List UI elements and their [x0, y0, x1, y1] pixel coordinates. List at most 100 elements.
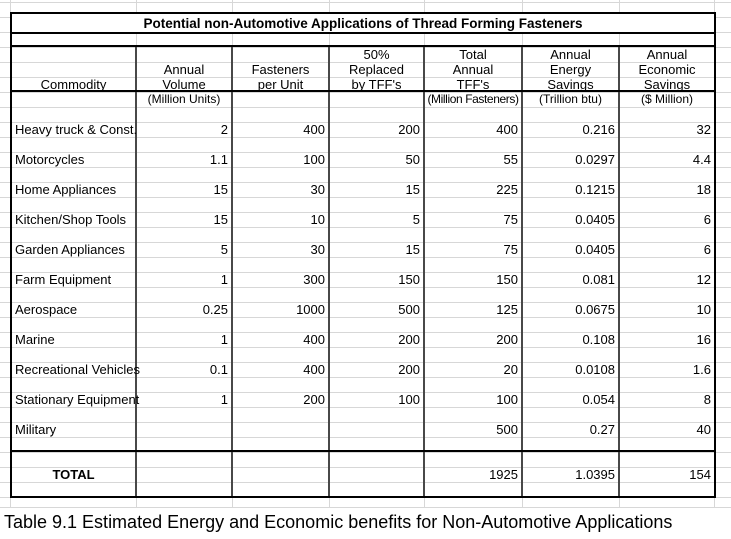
table-row: Kitchen/Shop Tools 15 10 5 75 0.0405 6 [12, 212, 714, 242]
total-economic-savings: 154 [689, 466, 711, 482]
cell-fasteners-per-unit: 400 [303, 362, 325, 377]
cell-replaced-by-tffs: 150 [398, 272, 420, 287]
table-row: Garden Appliances 5 30 15 75 0.0405 6 [12, 242, 714, 272]
cell-commodity: Aerospace [15, 302, 78, 317]
table-row: Recreational Vehicles 0.1 400 200 20 0.0… [12, 362, 714, 392]
cell-commodity: Stationary Equipment [15, 392, 140, 407]
table-row: Motorcycles 1.1 100 50 55 0.0297 4.4 [12, 152, 714, 182]
cell-replaced-by-tffs: 15 [405, 182, 420, 197]
header-economic-savings: Annual Economic Savings [638, 47, 696, 92]
total-energy-savings: 1.0395 [575, 466, 615, 482]
cell-economic-savings: 18 [696, 182, 711, 197]
cell-fasteners-per-unit: 400 [303, 332, 325, 347]
cell-annual-volume: 1 [220, 332, 228, 347]
total-fasteners-per-unit [233, 467, 328, 482]
cell-total-annual-tffs: 125 [496, 302, 518, 317]
cell-replaced-by-tffs: 50 [405, 152, 420, 167]
total-total-annual-tffs: 1925 [489, 466, 518, 482]
cell-economic-savings: 16 [696, 332, 711, 347]
units-economic-savings: ($ Million) [640, 92, 693, 106]
cell-replaced-by-tffs: 200 [398, 122, 420, 137]
units-energy-savings: (Trillion btu) [539, 92, 602, 106]
table-title-text: Potential non-Automotive Applications of… [143, 15, 583, 31]
cell-fasteners-per-unit: 1000 [296, 302, 325, 317]
header-replaced-by-tffs: 50% Replaced by TFF's [330, 47, 425, 92]
cell-economic-savings: 32 [696, 122, 711, 137]
cell-replaced-by-tffs: 500 [398, 302, 420, 317]
units-annual-volume: (Million Units) [147, 92, 221, 106]
fasteners-table: Potential non-Automotive Applications of… [10, 12, 716, 498]
cell-commodity: Marine [15, 332, 55, 347]
total-replaced-by-tffs [330, 467, 423, 482]
cell-energy-savings: 0.081 [582, 272, 615, 287]
cell-fasteners-per-unit: 400 [303, 122, 325, 137]
table-row: Farm Equipment 1 300 150 150 0.081 12 [12, 272, 714, 302]
cell-total-annual-tffs: 150 [496, 272, 518, 287]
header-fasteners-per-unit: Fasteners per Unit [233, 47, 330, 92]
cell-total-annual-tffs: 75 [503, 212, 518, 227]
cell-economic-savings: 12 [696, 272, 711, 287]
cell-total-annual-tffs: 55 [503, 152, 518, 167]
cell-energy-savings: 0.0675 [575, 302, 615, 317]
cell-total-annual-tffs: 500 [496, 422, 518, 437]
cell-annual-volume: 1.1 [209, 152, 228, 167]
cell-economic-savings: 10 [696, 302, 711, 317]
cell-economic-savings: 8 [703, 392, 711, 407]
total-annual-volume [137, 467, 231, 482]
cell-replaced-by-tffs: 5 [412, 212, 420, 227]
cell-commodity: Home Appliances [15, 182, 117, 197]
units-row: (Million Units) (Million Fasteners) (Tri… [12, 92, 714, 107]
header-row: Commodity Annual Volume Fasteners per Un… [12, 47, 714, 92]
cell-commodity: Military [15, 422, 57, 437]
cell-economic-savings: 4.4 [692, 152, 711, 167]
cell-fasteners-per-unit: 200 [303, 392, 325, 407]
cell-fasteners-per-unit: 100 [303, 152, 325, 167]
cell-fasteners-per-unit: 30 [310, 242, 325, 257]
cell-commodity: Heavy truck & Const. [15, 122, 138, 137]
table-row: Military 500 0.27 40 [12, 422, 714, 452]
cell-total-annual-tffs: 20 [503, 362, 518, 377]
cell-fasteners-per-unit: 10 [310, 212, 325, 227]
cell-energy-savings: 0.0297 [575, 152, 615, 167]
cell-annual-volume: 0.25 [202, 302, 228, 317]
cell-energy-savings: 0.27 [589, 422, 615, 437]
cell-annual-volume: 15 [213, 182, 228, 197]
cell-fasteners-per-unit: 30 [310, 182, 325, 197]
table-row: Home Appliances 15 30 15 225 0.1215 18 [12, 182, 714, 212]
cell-annual-volume: 5 [220, 242, 228, 257]
cell-annual-volume: 1 [220, 392, 228, 407]
cell-annual-volume [137, 422, 231, 437]
spacer-row [12, 34, 714, 47]
table-row: Stationary Equipment 1 200 100 100 0.054… [12, 392, 714, 422]
total-row: TOTAL 1925 1.0395 154 [12, 452, 714, 496]
cell-fasteners-per-unit [233, 422, 328, 437]
spacer-row [12, 107, 714, 122]
cell-energy-savings: 0.0405 [575, 212, 615, 227]
cell-commodity: Farm Equipment [15, 272, 112, 287]
table-title: Potential non-Automotive Applications of… [12, 14, 714, 34]
cell-commodity: Garden Appliances [15, 242, 125, 257]
cell-economic-savings: 40 [696, 422, 711, 437]
table-row: Marine 1 400 200 200 0.108 16 [12, 332, 714, 362]
cell-energy-savings: 0.054 [582, 392, 615, 407]
cell-commodity: Recreational Vehicles [15, 362, 141, 377]
cell-commodity: Motorcycles [15, 152, 85, 167]
cell-fasteners-per-unit: 300 [303, 272, 325, 287]
table-row: Heavy truck & Const. 2 400 200 400 0.216… [12, 122, 714, 152]
table-caption: Table 9.1 Estimated Energy and Economic … [4, 512, 673, 532]
cell-replaced-by-tffs: 200 [398, 362, 420, 377]
cell-total-annual-tffs: 225 [496, 182, 518, 197]
cell-replaced-by-tffs: 15 [405, 242, 420, 257]
cell-economic-savings: 6 [703, 242, 711, 257]
cell-economic-savings: 1.6 [692, 362, 711, 377]
units-total-annual-tffs: (Million Fasteners) [427, 92, 519, 106]
cell-energy-savings: 0.1215 [575, 182, 615, 197]
cell-annual-volume: 15 [213, 212, 228, 227]
cell-annual-volume: 0.1 [209, 362, 228, 377]
total-label: TOTAL [52, 466, 95, 482]
cell-replaced-by-tffs: 200 [398, 332, 420, 347]
sheet-horizontal-gridline [0, 507, 731, 508]
cell-replaced-by-tffs [330, 422, 423, 437]
cell-replaced-by-tffs: 100 [398, 392, 420, 407]
cell-energy-savings: 0.216 [582, 122, 615, 137]
